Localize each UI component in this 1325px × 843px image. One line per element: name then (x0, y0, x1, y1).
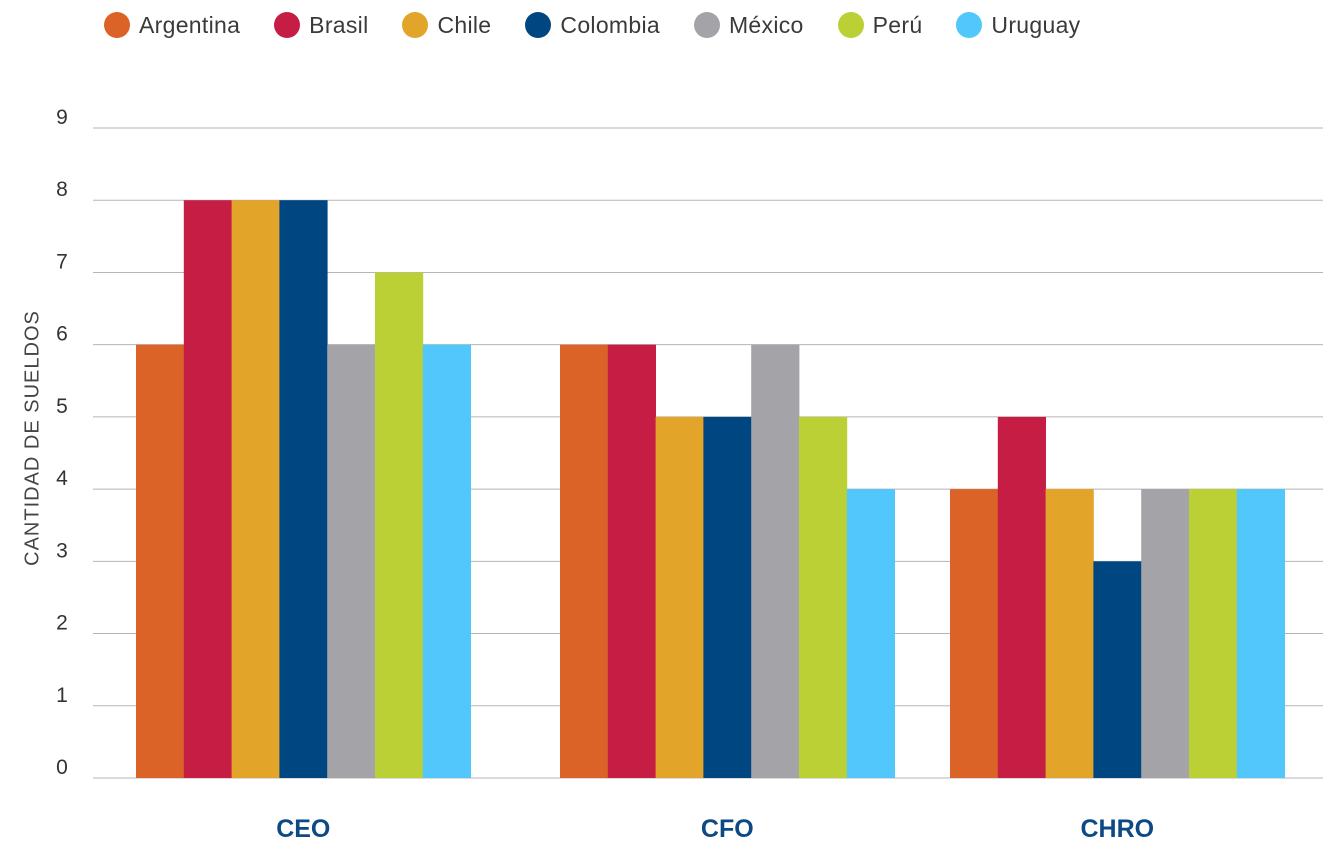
legend-label: Brasil (309, 11, 369, 38)
y-tick-label: 3 (56, 539, 68, 562)
legend: Argentina Brasil Chile Colombia México Perú Ur… (104, 8, 1114, 42)
legend-label: Chile (437, 11, 492, 38)
bar-cfo-argentina (560, 344, 609, 778)
legend-item-chile: Chile (402, 12, 491, 39)
bar-chro-argentina (950, 489, 999, 778)
legend-swatch (402, 12, 429, 38)
legend-item-colombia: Colombia (525, 12, 660, 39)
bar-chro-chile (1045, 489, 1094, 778)
bar-chro-perú (1189, 489, 1238, 778)
bar-cfo-chile (655, 416, 704, 778)
legend-swatch (274, 12, 301, 38)
bar-cfo-colombia (703, 416, 752, 778)
legend-item-méxico: México (693, 11, 804, 39)
legend-label: Uruguay (991, 11, 1081, 38)
bar-ceo-brasil (183, 200, 232, 778)
bar-ceo-colombia (279, 200, 328, 778)
bar-cfo-méxico (751, 344, 800, 778)
bar-ceo-uruguay (422, 344, 471, 778)
bar-cfo-perú (799, 416, 848, 778)
y-tick-label: 8 (56, 178, 68, 201)
bar-cfo-brasil (607, 344, 656, 778)
x-category-label: CFO (701, 815, 754, 843)
legend-swatch (525, 12, 552, 38)
legend-label: Argentina (139, 11, 241, 38)
bar-ceo-perú (375, 272, 424, 778)
legend-item-uruguay: Uruguay (956, 12, 1080, 39)
legend-label: México (728, 11, 804, 38)
legend-swatch (104, 12, 130, 38)
y-tick-label: 7 (56, 250, 68, 273)
bar-cfo-uruguay (846, 489, 895, 778)
bar-chro-brasil (997, 416, 1046, 778)
x-category-label: CHRO (1080, 815, 1154, 843)
legend-swatch (956, 12, 983, 38)
legend-item-perú: Perú (837, 11, 923, 39)
bar-chro-uruguay (1236, 489, 1285, 778)
y-tick-label: 4 (56, 467, 68, 490)
bar-ceo-chile (231, 200, 280, 778)
bar-chro-colombia (1093, 561, 1142, 778)
y-tick-label: 1 (56, 684, 68, 707)
legend-label: Colombia (560, 11, 660, 38)
legend-swatch (837, 12, 864, 38)
legend-label: Perú (872, 11, 923, 38)
legend-item-argentina: Argentina (104, 12, 240, 39)
x-category-label: CEO (276, 815, 330, 843)
bar-ceo-méxico (327, 344, 376, 778)
bar-ceo-argentina (136, 344, 185, 778)
y-tick-label: 2 (56, 612, 68, 635)
legend-swatch (693, 12, 720, 38)
y-tick-label: 9 (56, 106, 68, 129)
y-tick-label: 0 (56, 756, 68, 779)
y-tick-label: 6 (56, 323, 68, 346)
bar-chro-méxico (1141, 489, 1190, 778)
legend-item-brasil: Brasil (274, 12, 368, 39)
y-tick-label: 5 (56, 395, 68, 418)
